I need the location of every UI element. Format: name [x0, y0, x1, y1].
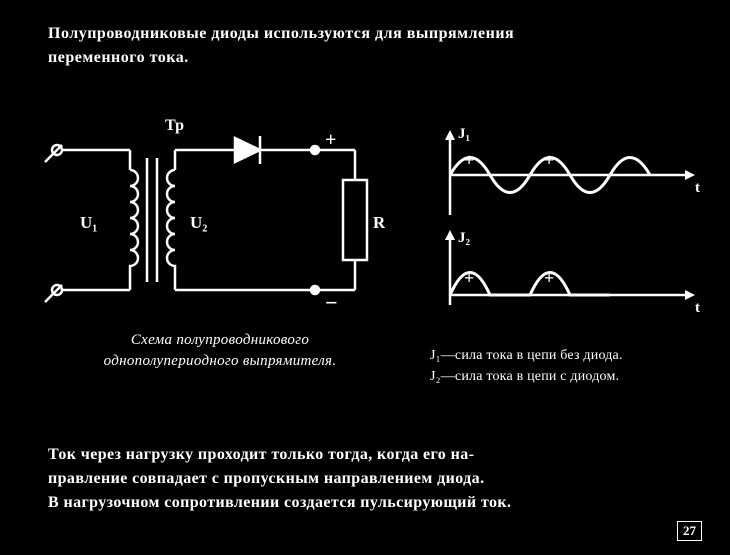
label-minus: −: [325, 290, 338, 315]
graph-top-mark-1: −: [504, 182, 514, 202]
graph-bot-mark-0: +: [464, 268, 474, 288]
footer-line1: Ток через нагрузку проходит только тогда…: [48, 446, 474, 463]
graph-top-ylabel: J₁: [458, 126, 470, 142]
label-u2: U₂: [190, 213, 207, 232]
graph-bot-ylabel: J₂: [458, 230, 471, 246]
graph-legend: J₁—сила тока в цепи без диода. J₂—сила т…: [430, 345, 710, 387]
header-line2: переменного тока.: [48, 49, 189, 66]
label-u1: U₁: [80, 213, 97, 232]
graph-top-mark-2: +: [544, 150, 554, 170]
waveform-graphs: J₁ t + − + − J₂ t + +: [430, 120, 710, 320]
header-text: Полупроводниковые диоды используются для…: [48, 22, 690, 70]
graph-bot-xlabel: t: [695, 300, 700, 316]
page-number: 27: [677, 521, 702, 541]
label-plus: +: [325, 129, 336, 151]
label-transformer: Тр: [165, 117, 184, 134]
footer-line2: правление совпадает с пропускным направл…: [48, 470, 484, 487]
circuit-caption: Схема полупроводникового однополупериодн…: [40, 330, 400, 372]
graph-top-xlabel: t: [695, 180, 700, 196]
footer-text: Ток через нагрузку проходит только тогда…: [48, 443, 690, 515]
graph-top-mark-0: +: [464, 150, 474, 170]
footer-line3: В нагрузочном сопротивлении создается пу…: [48, 494, 511, 511]
graph-legend-1: J₁—сила тока в цепи без диода.: [430, 348, 623, 363]
graph-legend-2: J₂—сила тока в цепи с диодом.: [430, 369, 619, 384]
graph-top-mark-3: −: [584, 182, 594, 202]
graph-bot-mark-1: +: [544, 268, 554, 288]
header-line1: Полупроводниковые диоды используются для…: [48, 25, 514, 42]
label-rn: Rн: [373, 213, 385, 232]
circuit-diagram: Тр U₁ U₂ Rн + −: [35, 110, 385, 340]
circuit-caption-1: Схема полупроводникового: [131, 332, 309, 348]
circuit-caption-2: однополупериодного выпрямителя.: [104, 353, 337, 369]
